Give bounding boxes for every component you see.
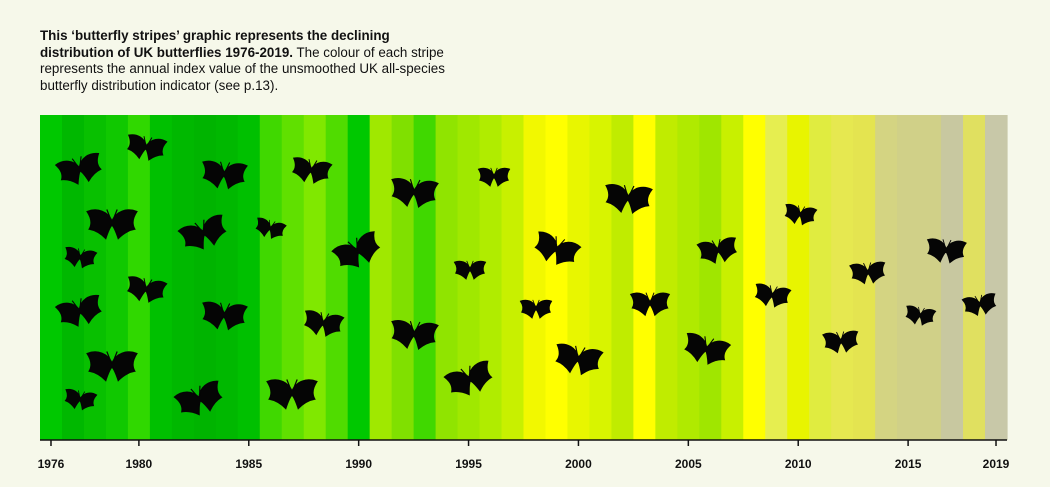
- stripe-2009: [765, 115, 788, 440]
- stripe-2017: [941, 115, 964, 440]
- stripe-2019: [985, 115, 1008, 440]
- x-tick-label-1990: 1990: [345, 457, 372, 471]
- stripes-group: [40, 115, 1008, 440]
- caption-bold: This ‘butterfly stripes’ graphic represe…: [40, 28, 390, 60]
- stripe-1994: [435, 115, 459, 440]
- stripe-1979: [105, 115, 129, 440]
- stripe-2008: [743, 115, 766, 440]
- stripe-1997: [501, 115, 525, 440]
- x-tick-label-2010: 2010: [785, 457, 812, 471]
- stripe-1985: [237, 115, 261, 440]
- stripe-2016: [919, 115, 942, 440]
- x-tick-label-1985: 1985: [235, 457, 262, 471]
- stripe-1991: [369, 115, 393, 440]
- stripe-1982: [171, 115, 195, 440]
- stripe-1999: [545, 115, 569, 440]
- stripe-2007: [721, 115, 744, 440]
- stripe-1987: [281, 115, 305, 440]
- stripe-2002: [611, 115, 634, 440]
- stripe-1983: [193, 115, 217, 440]
- x-tick-label-2000: 2000: [565, 457, 592, 471]
- stripe-2004: [655, 115, 678, 440]
- stripe-2003: [633, 115, 656, 440]
- x-tick-label-1980: 1980: [126, 457, 153, 471]
- stripe-1984: [215, 115, 239, 440]
- x-axis: 1976 1980 1985 1990 1995 2000 2005 2010 2015 2019: [38, 439, 1010, 471]
- stripe-2010: [787, 115, 810, 440]
- stripe-2015: [897, 115, 920, 440]
- stripe-2018: [963, 115, 986, 440]
- stripe-1990: [347, 115, 371, 440]
- stripe-2006: [699, 115, 722, 440]
- stripe-1992: [391, 115, 415, 440]
- x-tick-label-1995: 1995: [455, 457, 482, 471]
- stripe-2005: [677, 115, 700, 440]
- stripe-1976: [40, 115, 63, 440]
- stripe-2014: [875, 115, 898, 440]
- stripe-2012: [831, 115, 854, 440]
- chart-caption: This ‘butterfly stripes’ graphic represe…: [40, 28, 460, 94]
- x-tick-label-2015: 2015: [895, 457, 922, 471]
- stripe-1988: [303, 115, 327, 440]
- x-tick-label-2019: 2019: [983, 457, 1010, 471]
- stripe-1998: [523, 115, 547, 440]
- stripe-1986: [259, 115, 283, 440]
- stripe-2000: [567, 115, 591, 440]
- stripe-1995: [457, 115, 481, 440]
- caption-text: The colour of each stripe represents the…: [40, 44, 445, 93]
- stripe-1989: [325, 115, 349, 440]
- stripe-1996: [479, 115, 503, 440]
- x-tick-label-1976: 1976: [38, 457, 65, 471]
- stripe-2001: [589, 115, 613, 440]
- stripe-2011: [809, 115, 832, 440]
- stripe-1993: [413, 115, 437, 440]
- stripe-1977: [61, 115, 85, 440]
- stripe-1981: [149, 115, 173, 440]
- x-tick-label-2005: 2005: [675, 457, 702, 471]
